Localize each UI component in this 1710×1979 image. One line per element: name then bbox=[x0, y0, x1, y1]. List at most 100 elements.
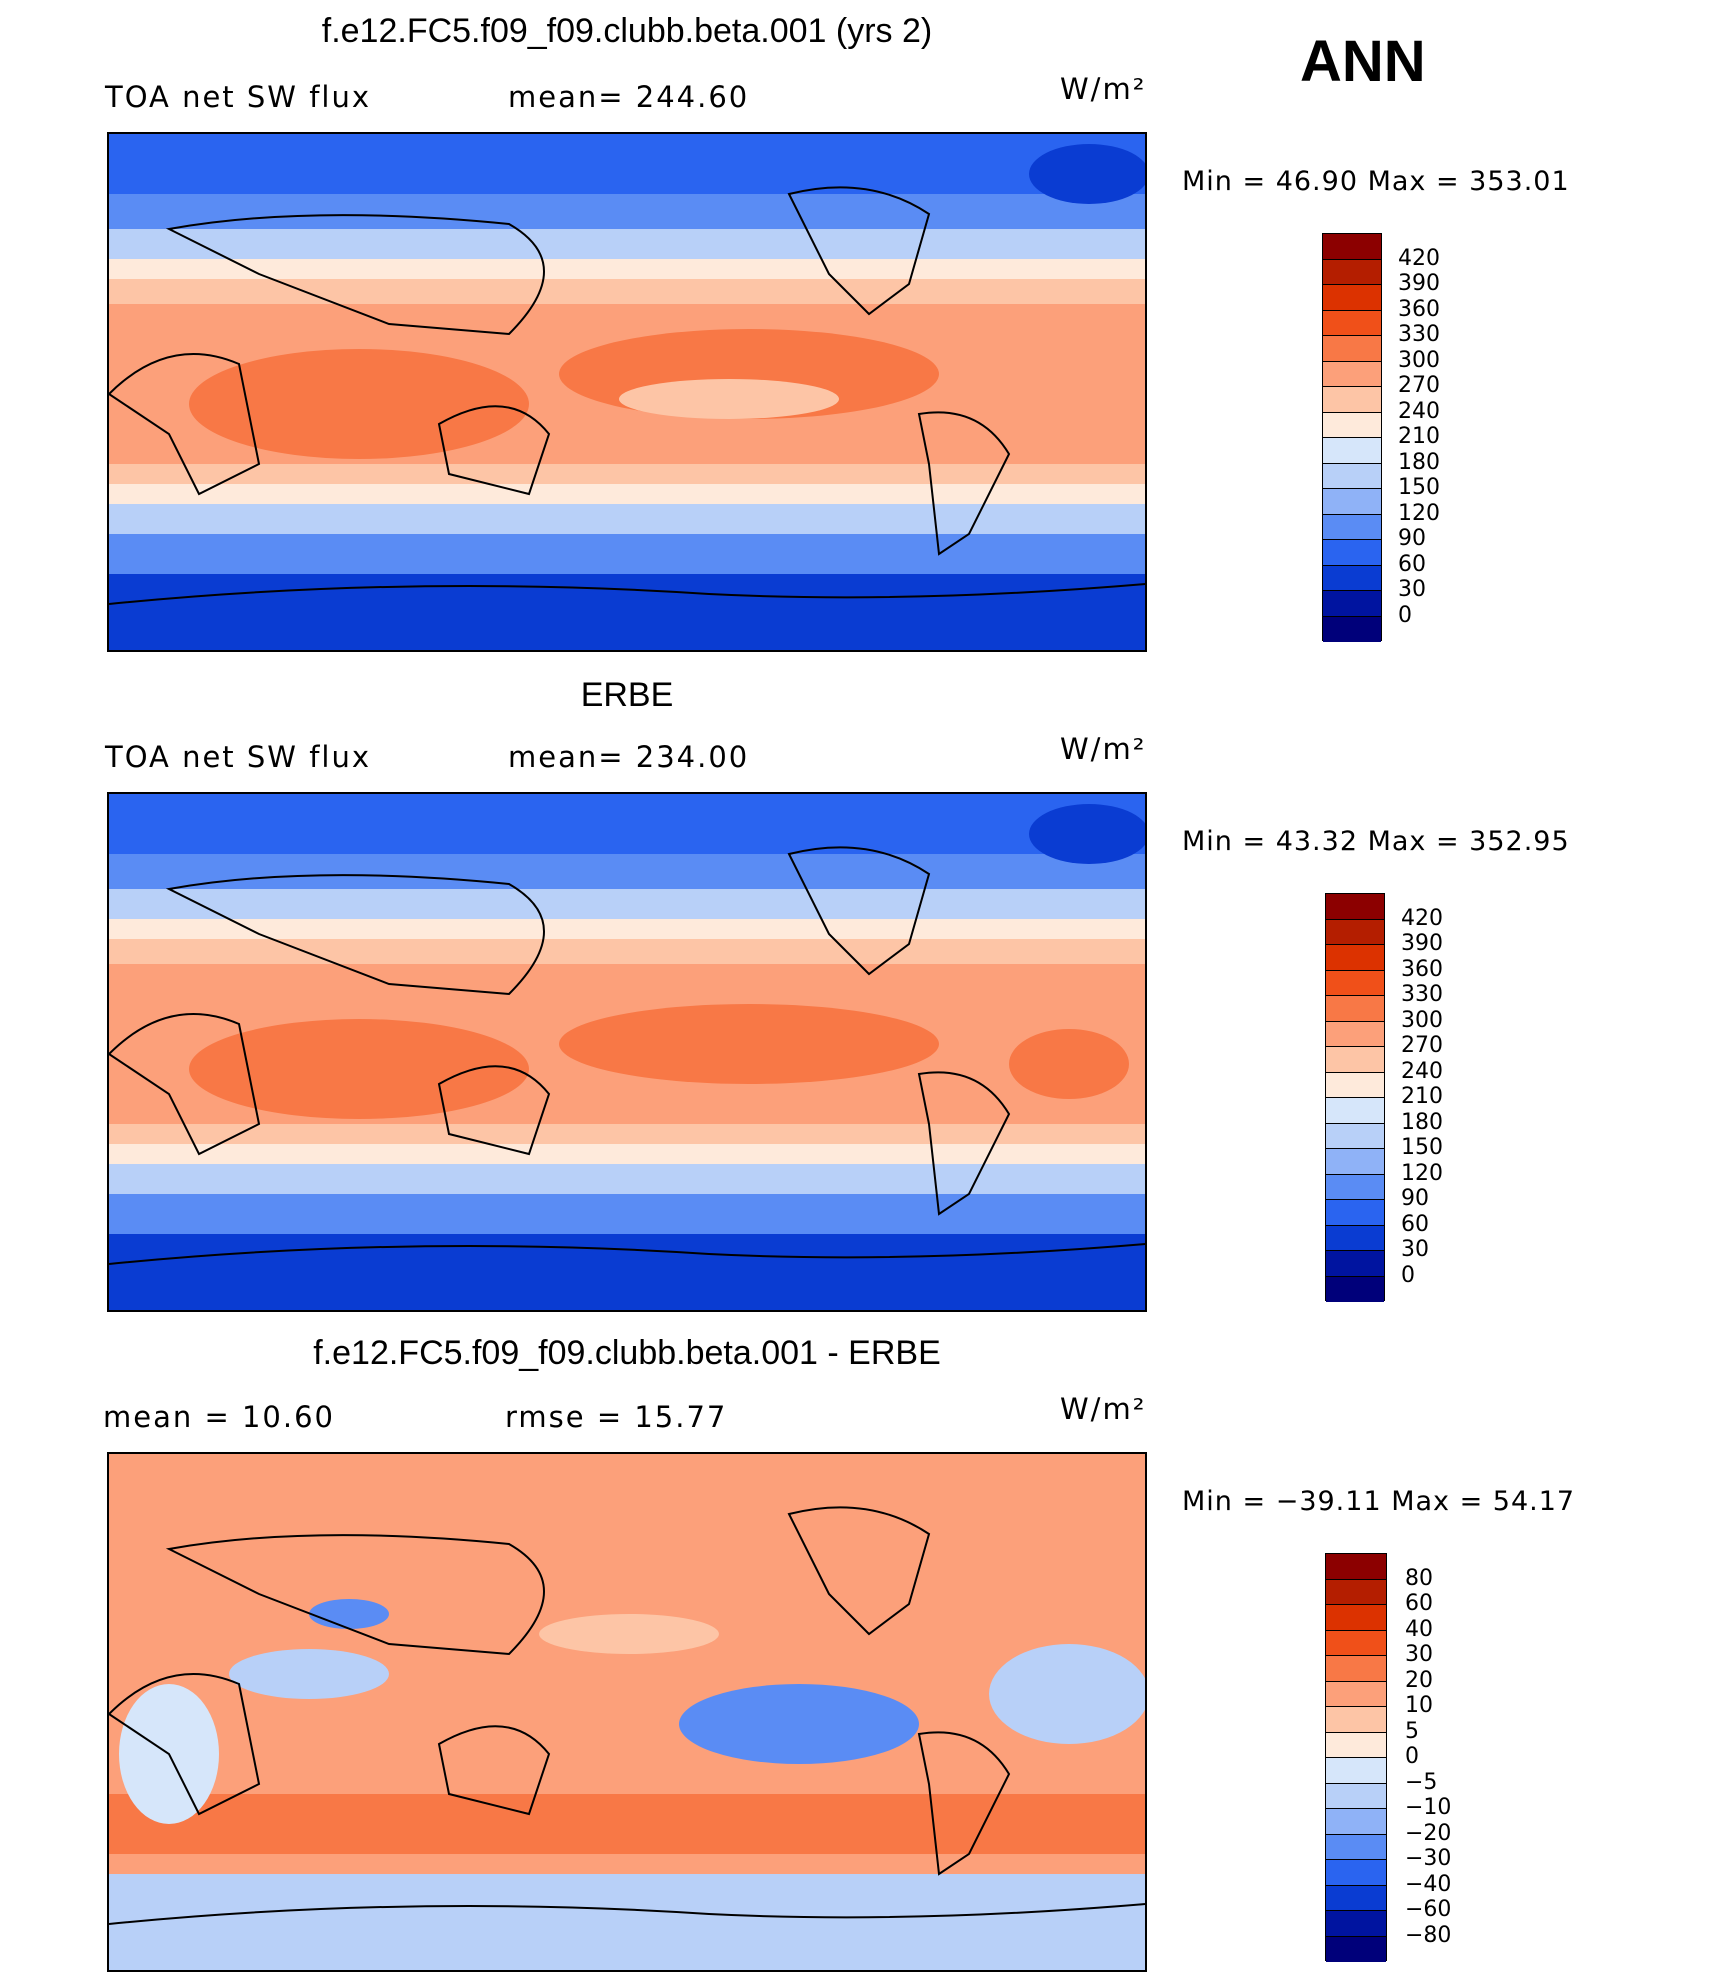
colorbar-segment bbox=[1326, 1783, 1386, 1809]
panel2-map bbox=[107, 792, 1147, 1312]
colorbar-tick-label: 300 bbox=[1398, 347, 1440, 373]
colorbar-tick-label: 120 bbox=[1398, 500, 1440, 526]
colorbar-tick-label: −10 bbox=[1405, 1795, 1452, 1820]
colorbar-segment bbox=[1323, 591, 1381, 617]
colorbar-tick-label: 240 bbox=[1401, 1058, 1443, 1084]
colorbar-tick-label: −40 bbox=[1405, 1871, 1452, 1897]
colorbar-segment bbox=[1323, 412, 1381, 438]
panel3-colorbar bbox=[1325, 1553, 1387, 1962]
panel3-map bbox=[107, 1452, 1147, 1972]
colorbar-segment bbox=[1323, 234, 1381, 260]
colorbar-tick-label: 0 bbox=[1405, 1744, 1419, 1769]
colorbar-tick-label: 30 bbox=[1405, 1642, 1433, 1667]
colorbar-segment bbox=[1326, 1707, 1386, 1733]
colorbar-segment bbox=[1326, 1251, 1384, 1277]
panel2-minmax: Min = 43.32 Max = 352.95 bbox=[1182, 826, 1570, 857]
colorbar-tick-label: 420 bbox=[1401, 905, 1443, 931]
colorbar-tick-label: 390 bbox=[1398, 271, 1440, 296]
panel2-title: ERBE bbox=[580, 676, 674, 714]
colorbar-segment bbox=[1326, 1098, 1384, 1124]
colorbar-tick-label: 60 bbox=[1401, 1211, 1429, 1237]
colorbar-tick-label: 240 bbox=[1398, 398, 1440, 424]
colorbar-tick-label: 180 bbox=[1401, 1109, 1443, 1135]
colorbar-segment bbox=[1326, 1072, 1384, 1098]
panel2-mean-label: mean= 234.00 bbox=[508, 740, 750, 774]
colorbar-tick-label: −5 bbox=[1405, 1769, 1438, 1795]
colorbar-segment bbox=[1326, 1579, 1386, 1605]
colorbar-segment bbox=[1326, 1630, 1386, 1656]
colorbar-tick-label: 330 bbox=[1398, 322, 1440, 347]
colorbar-tick-label: 40 bbox=[1405, 1616, 1433, 1642]
panel3-minmax: Min = −39.11 Max = 54.17 bbox=[1182, 1486, 1576, 1517]
colorbar-segment bbox=[1326, 1758, 1386, 1784]
colorbar-segment bbox=[1323, 463, 1381, 489]
colorbar-tick-label: 30 bbox=[1401, 1237, 1429, 1262]
colorbar-segment bbox=[1326, 1834, 1386, 1860]
colorbar-tick-label: 270 bbox=[1398, 373, 1440, 398]
colorbar-segment bbox=[1323, 540, 1381, 566]
colorbar-segment bbox=[1326, 996, 1384, 1022]
colorbar-tick-label: 0 bbox=[1401, 1262, 1415, 1288]
colorbar-segment bbox=[1323, 336, 1381, 362]
colorbar-segment bbox=[1326, 919, 1384, 945]
colorbar-tick-label: 270 bbox=[1401, 1033, 1443, 1058]
colorbar-segment bbox=[1323, 285, 1381, 311]
colorbar-segment bbox=[1326, 1885, 1386, 1911]
panel3-title: f.e12.FC5.f09_f09.clubb.beta.001 - ERBE bbox=[313, 1334, 941, 1372]
colorbar-segment bbox=[1326, 1656, 1386, 1682]
colorbar-segment bbox=[1326, 1021, 1384, 1047]
colorbar-segment bbox=[1323, 259, 1381, 285]
panel1-units: W/m² bbox=[1060, 72, 1147, 106]
colorbar-segment bbox=[1326, 1809, 1386, 1835]
colorbar-tick-label: −30 bbox=[1405, 1846, 1452, 1871]
colorbar-segment bbox=[1326, 1936, 1386, 1962]
colorbar-tick-label: 390 bbox=[1401, 931, 1443, 956]
panel1-map bbox=[107, 132, 1147, 652]
colorbar-segment bbox=[1326, 1554, 1386, 1580]
colorbar-tick-label: 300 bbox=[1401, 1007, 1443, 1033]
colorbar-tick-label: 0 bbox=[1398, 602, 1412, 628]
colorbar-tick-label: −80 bbox=[1405, 1922, 1452, 1948]
colorbar-segment bbox=[1326, 1860, 1386, 1886]
colorbar-segment bbox=[1323, 514, 1381, 540]
colorbar-tick-label: 420 bbox=[1398, 245, 1440, 271]
colorbar-segment bbox=[1326, 894, 1384, 920]
colorbar-tick-label: 360 bbox=[1398, 296, 1440, 322]
colorbar-segment bbox=[1326, 945, 1384, 971]
panel2-map-svg bbox=[109, 794, 1145, 1310]
colorbar-segment bbox=[1326, 1225, 1384, 1251]
colorbar-tick-label: 150 bbox=[1398, 475, 1440, 500]
panel1-map-svg bbox=[109, 134, 1145, 650]
panel1-colorbar bbox=[1322, 233, 1382, 642]
colorbar-segment bbox=[1323, 387, 1381, 413]
colorbar-segment bbox=[1326, 1732, 1386, 1758]
colorbar-segment bbox=[1326, 1681, 1386, 1707]
colorbar-tick-label: 20 bbox=[1405, 1667, 1433, 1693]
colorbar-tick-label: 80 bbox=[1405, 1565, 1433, 1591]
colorbar-tick-label: 210 bbox=[1401, 1084, 1443, 1109]
colorbar-segment bbox=[1323, 361, 1381, 387]
colorbar-tick-label: −20 bbox=[1405, 1820, 1452, 1846]
colorbar-tick-label: 210 bbox=[1398, 424, 1440, 449]
colorbar-segment bbox=[1323, 489, 1381, 515]
colorbar-tick-label: 330 bbox=[1401, 982, 1443, 1007]
panel3-units: W/m² bbox=[1060, 1392, 1147, 1426]
panel1-left-label: TOA net SW flux bbox=[105, 80, 372, 114]
colorbar-tick-label: 180 bbox=[1398, 449, 1440, 475]
colorbar-tick-label: 120 bbox=[1401, 1160, 1443, 1186]
colorbar-segment bbox=[1323, 438, 1381, 464]
colorbar-segment bbox=[1326, 970, 1384, 996]
panel3-rmse-label: rmse = 15.77 bbox=[505, 1400, 728, 1434]
colorbar-tick-label: 90 bbox=[1398, 526, 1426, 551]
colorbar-segment bbox=[1326, 1911, 1386, 1937]
colorbar-tick-label: −60 bbox=[1405, 1897, 1452, 1922]
colorbar-tick-label: 60 bbox=[1405, 1591, 1433, 1616]
panel3-map-svg bbox=[109, 1454, 1145, 1970]
colorbar-segment bbox=[1323, 310, 1381, 336]
colorbar-tick-label: 60 bbox=[1398, 551, 1426, 577]
colorbar-segment bbox=[1326, 1149, 1384, 1175]
colorbar-segment bbox=[1326, 1605, 1386, 1631]
colorbar-segment bbox=[1326, 1047, 1384, 1073]
colorbar-tick-label: 10 bbox=[1405, 1693, 1433, 1718]
colorbar-tick-label: 360 bbox=[1401, 956, 1443, 982]
